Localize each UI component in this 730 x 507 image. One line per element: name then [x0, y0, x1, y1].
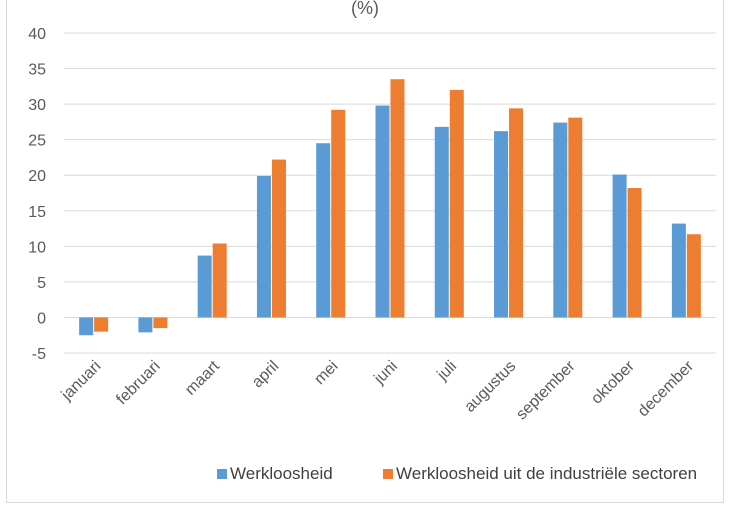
bar-industriele-sectoren-juli [449, 89, 464, 318]
x-axis-tick-labels: januari februari maart april mei juni juli augu… [58, 357, 698, 423]
y-tick-label: 40 [28, 26, 46, 43]
bar-industriele-sectoren-mei [331, 109, 346, 318]
bar-industriele-sectoren-maart [212, 243, 227, 318]
gridlines [64, 32, 716, 354]
x-tick-label-februari: februari [113, 358, 163, 408]
x-tick-label-augustus: augustus [461, 358, 519, 416]
bar-werkloosheid-maart [197, 255, 212, 318]
x-tick-label-december: december [635, 357, 698, 420]
chart-title: (%) [351, 0, 379, 18]
legend-label-industriele-sectoren: Werkloosheid uit de industriële sectoren [396, 464, 697, 483]
bar-werkloosheid-juli [434, 126, 449, 318]
bars [79, 79, 701, 336]
y-tick-label: -5 [32, 346, 46, 363]
bar-werkloosheid-augustus [494, 131, 509, 318]
x-tick-label-januari: januari [58, 358, 105, 405]
bar-werkloosheid-september [553, 122, 568, 318]
bar-werkloosheid-oktober [612, 174, 627, 318]
x-tick-label-juli: juli [434, 358, 461, 385]
bar-werkloosheid-april [256, 175, 271, 318]
bar-werkloosheid-mei [316, 143, 331, 318]
bar-industriele-sectoren-februari [153, 317, 168, 329]
bar-industriele-sectoren-oktober [627, 188, 642, 318]
bar-industriele-sectoren-januari [94, 317, 109, 332]
legend-label-werkloosheid: Werkloosheid [230, 464, 333, 483]
x-tick-label-mei: mei [311, 358, 341, 388]
y-tick-label: 25 [28, 133, 46, 150]
bar-industriele-sectoren-april [271, 159, 286, 318]
y-tick-label: 20 [28, 168, 46, 185]
x-tick-label-september: september [513, 357, 579, 423]
bar-werkloosheid-juni [375, 105, 390, 318]
x-tick-label-maart: maart [182, 357, 223, 398]
x-tick-label-oktober: oktober [588, 357, 638, 407]
y-tick-label: 10 [28, 239, 46, 256]
legend-swatch-industriele-sectoren [383, 469, 393, 479]
bar-industriele-sectoren-juni [390, 79, 405, 318]
legend-swatch-werkloosheid [217, 469, 227, 479]
chart-frame [6, 0, 724, 503]
y-tick-label: 15 [28, 204, 46, 221]
x-tick-label-april: april [249, 358, 282, 391]
bar-werkloosheid-januari [79, 317, 94, 336]
bar-industriele-sectoren-augustus [509, 108, 524, 318]
x-tick-label-juni: juni [370, 358, 400, 388]
bar-industriele-sectoren-september [568, 117, 583, 318]
bar-werkloosheid-december [671, 223, 686, 318]
bar-industriele-sectoren-december [686, 234, 701, 318]
bar-werkloosheid-februari [138, 317, 153, 333]
y-tick-label: 35 [28, 62, 46, 79]
y-tick-label: 0 [37, 310, 46, 327]
y-axis-tick-labels: 40 35 30 25 20 15 10 5 0 -5 [28, 26, 46, 363]
legend: Werkloosheid Werkloosheid uit de industr… [217, 464, 697, 483]
y-tick-label: 30 [28, 97, 46, 114]
y-tick-label: 5 [37, 275, 46, 292]
